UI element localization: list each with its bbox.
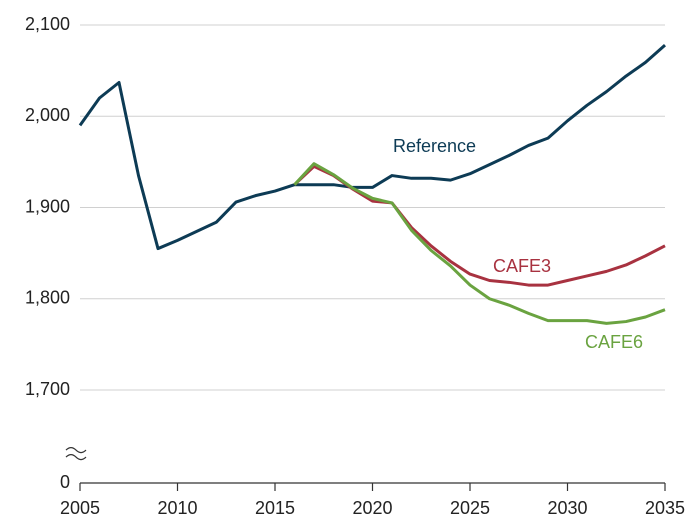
x-tick-label: 2020 [352,498,392,518]
y-tick-label: 2,100 [25,14,70,34]
y-tick-label: 2,000 [25,105,70,125]
series-line [293,162,666,325]
x-tick-label: 2030 [547,498,587,518]
series-line [78,43,666,251]
y-tick-label: 1,900 [25,196,70,216]
series-label: Reference [393,136,476,156]
y-tick-label: 1,700 [25,379,70,399]
x-tick-label: 2015 [255,498,295,518]
x-tick-label: 2035 [645,498,685,518]
x-tick-label: 2010 [157,498,197,518]
series-label: CAFE3 [493,256,551,276]
series-line [293,164,666,287]
series-label: CAFE6 [585,332,643,352]
x-tick-label: 2005 [60,498,100,518]
axis-break [65,447,87,454]
y-tick-label: 1,800 [25,288,70,308]
axis-break [65,454,87,461]
x-tick-label: 2025 [450,498,490,518]
y-tick-label: 0 [60,472,70,492]
